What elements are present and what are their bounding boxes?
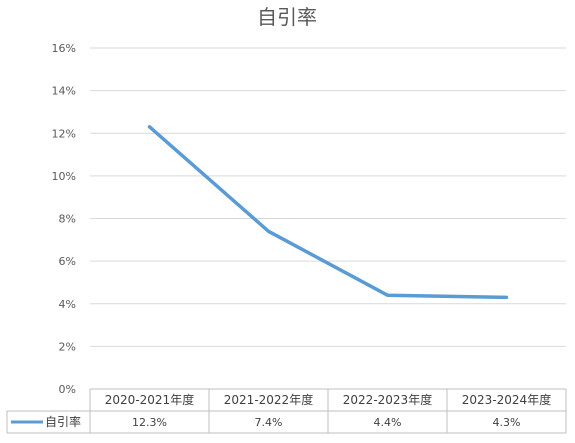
series-line: [147, 125, 509, 300]
y-tick-label: 0%: [59, 383, 76, 396]
y-tick-label: 14%: [52, 85, 76, 98]
x-category-label: 2023-2024年度: [462, 392, 551, 407]
x-category-label: 2021-2022年度: [224, 392, 313, 407]
x-category-label: 2020-2021年度: [105, 392, 194, 407]
legend-series-label: 自引率: [45, 414, 81, 429]
y-tick-label: 10%: [52, 170, 76, 183]
x-category-label: 2022-2023年度: [343, 392, 432, 407]
data-table: 2020-2021年度 2021-2022年度 2022-2023年度 2023-20…: [6, 388, 567, 434]
chart-title: 自引率: [257, 5, 317, 29]
y-tick-label: 16%: [52, 42, 76, 55]
y-tick-label: 4%: [59, 298, 76, 311]
gridlines: [90, 47, 566, 347]
series-line-layer: [147, 125, 509, 300]
data-table-value: 7.4%: [255, 416, 283, 429]
data-table-value: 4.3%: [493, 416, 521, 429]
y-tick-label: 6%: [59, 255, 76, 268]
data-table-value: 12.3%: [132, 416, 167, 429]
y-tick-label: 8%: [59, 213, 76, 226]
y-tick-label: 2%: [59, 340, 76, 353]
y-axis-ticks: 0% 2% 4% 6% 8% 10% 12% 14% 16%: [52, 42, 76, 396]
data-table-value: 4.4%: [374, 416, 402, 429]
y-tick-label: 12%: [52, 127, 76, 140]
